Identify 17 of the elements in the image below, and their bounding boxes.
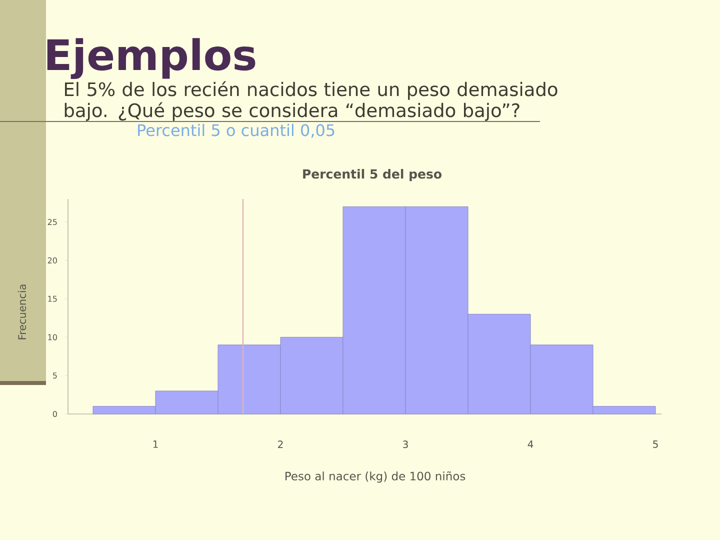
chart-title: Percentil 5 del peso bbox=[303, 168, 442, 182]
y-tick-label: 5 bbox=[53, 372, 57, 379]
y-tick-label: 25 bbox=[48, 219, 57, 226]
x-tick-label: 2 bbox=[278, 440, 283, 448]
x-tick-label: 1 bbox=[153, 440, 158, 448]
y-tick-label: 0 bbox=[52, 410, 57, 418]
text: El 5% de los recién nacidos tiene un peso demasiado bajo. ¿Qué peso se considera “demasiado bajo”? bbox=[64, 81, 558, 121]
text: Percentil 5 o cuantil 0,05 bbox=[138, 124, 334, 138]
y-tick-label: 10 bbox=[48, 334, 57, 340]
x-tick-label: 5 bbox=[653, 440, 658, 448]
x-tick-label: 4 bbox=[528, 440, 534, 448]
y-axis-title: Frecuencia bbox=[18, 284, 26, 340]
x-axis-title: Peso al nacer (kg) de 100 niños bbox=[285, 471, 466, 483]
y-tick-label: 20 bbox=[48, 257, 57, 264]
text: Ejemplos bbox=[47, 38, 256, 80]
y-tick-label: 15 bbox=[48, 296, 57, 302]
x-tick-label: 3 bbox=[403, 440, 408, 448]
